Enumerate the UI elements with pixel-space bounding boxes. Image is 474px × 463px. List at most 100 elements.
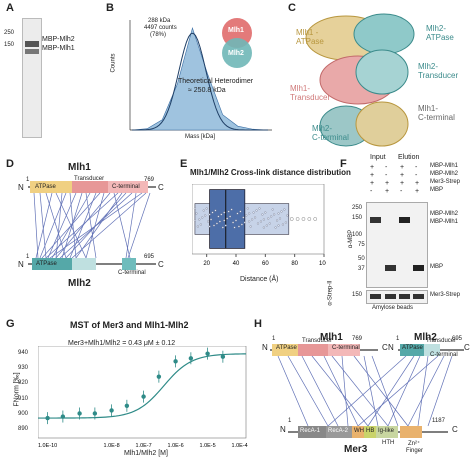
- mst-chart: 1.0E-10 1.0E-8 1.0E-7 1.0E-6 1.0E-5 1.0E-4: [38, 346, 248, 449]
- crosslink-point: [223, 211, 226, 214]
- crosslink-line: [407, 355, 445, 427]
- sign-cell: +: [370, 164, 375, 171]
- crosslink-point: [246, 207, 249, 210]
- crosslink-point: [195, 212, 198, 215]
- crosslink-line: [85, 192, 105, 259]
- e-tick-label: 100: [319, 261, 326, 267]
- d-mlh2-title: Mlh2: [68, 278, 91, 289]
- d-transducer-label: Transducer: [74, 176, 105, 182]
- g-xtick-label: 1.0E-4: [231, 443, 247, 449]
- mlh2-circle: [222, 38, 252, 68]
- crosslink-point: [208, 213, 211, 216]
- crosslink-point: [196, 225, 199, 228]
- panel-label-c: C: [288, 2, 296, 14]
- h-zn1: Zn²⁺: [408, 441, 421, 447]
- crosslink-line: [39, 192, 47, 259]
- sign-cell: +: [370, 172, 375, 179]
- crosslink-point: [229, 215, 232, 218]
- panel-label-e: E: [180, 158, 188, 170]
- crosslink-point: [262, 218, 265, 221]
- b-xlabel: Mass [kDa]: [185, 134, 216, 140]
- mst-point: [77, 411, 82, 416]
- crosslink-point: [277, 212, 280, 215]
- mw-37: 37: [358, 266, 365, 272]
- crosslink-point: [268, 222, 271, 225]
- mst-point: [60, 414, 66, 419]
- f-input: Input: [370, 154, 386, 161]
- crosslink-point: [249, 225, 252, 228]
- crosslink-point: [276, 219, 279, 222]
- h-igl: Ig-like: [378, 428, 395, 434]
- mlh2-cterminal-label: Mlh2- C-terminal: [312, 124, 349, 142]
- mst-point: [205, 351, 210, 356]
- gel-band-mlh2: [25, 41, 39, 47]
- crosslink-point: [242, 216, 245, 219]
- crosslink-line: [127, 192, 151, 259]
- crosslink-point: [277, 224, 280, 227]
- crosslink-point: [221, 226, 224, 229]
- h-end2: 695: [452, 336, 463, 342]
- outlier-point: [313, 217, 317, 221]
- mst-point: [124, 403, 130, 408]
- h-mer3-title: Mer3: [344, 444, 368, 455]
- crosslink-line: [331, 355, 389, 427]
- mass-histogram: [131, 26, 269, 131]
- g-xtick-label: 1.0E-6: [167, 443, 183, 449]
- crosslink-line: [47, 192, 77, 259]
- g-ylabel: FNorm [‰]: [13, 372, 21, 407]
- g-ytick-label: 930: [18, 365, 29, 371]
- e-tick-label: 60: [262, 261, 269, 267]
- f-elution: Elution: [398, 154, 420, 161]
- mst-fit-curve: [38, 353, 247, 419]
- h-end3: 1187: [432, 418, 445, 424]
- crosslink-point: [230, 208, 233, 211]
- sign-cell: +: [370, 180, 375, 187]
- sign-cell: -: [370, 188, 373, 195]
- d-cterm-label: C-terminal: [112, 184, 140, 190]
- panel-label-f: F: [340, 158, 347, 170]
- crosslink-map-h: [270, 344, 464, 438]
- crosslink-point: [284, 221, 287, 224]
- f-row-mlh1: MBP-Mlh1: [430, 163, 459, 169]
- h-n1: N: [262, 343, 268, 352]
- mlh2-circle-label: Mlh2: [228, 50, 244, 57]
- f-ab-mbp: α-MBP: [348, 229, 355, 249]
- mass-value: 288 kDa: [148, 18, 171, 24]
- crosslink-point: [280, 210, 283, 213]
- panel-label-b: B: [106, 2, 114, 14]
- f-band-mbp: MBP: [430, 264, 444, 270]
- mst-point: [173, 359, 178, 364]
- gel-band-mlh1: [25, 49, 39, 54]
- crosslink-point: [281, 223, 284, 226]
- crosslink-point: [214, 209, 217, 212]
- f-band-mer3: Mer3-Strep: [430, 292, 461, 298]
- g-kd: Mer3+Mlh1/Mlh2 = 0.43 μM ± 0.12: [68, 340, 176, 347]
- distance-boxplot: 20 40 60 80 100: [192, 184, 326, 267]
- crosslink-line: [125, 192, 137, 259]
- crosslink-line: [357, 355, 439, 427]
- crosslink-line: [341, 355, 349, 427]
- crosslink-point: [261, 213, 264, 216]
- panel-label-h: H: [254, 318, 262, 330]
- marker-250: 250: [4, 30, 15, 36]
- e-tick-label: 80: [291, 261, 298, 267]
- g-xtick-label: 1.0E-8: [103, 443, 119, 449]
- sign-cell: -: [400, 188, 403, 195]
- sign-cell: -: [385, 164, 388, 171]
- crosslink-line: [427, 355, 453, 427]
- d-mlh1-title: Mlh1: [68, 162, 91, 173]
- h-n3: N: [280, 425, 286, 434]
- crosslink-point: [264, 211, 267, 214]
- h-end1: 769: [352, 336, 363, 342]
- d-end1: 769: [144, 177, 155, 183]
- e-title: Mlh1/Mlh2 Cross-link distance distributi…: [190, 168, 351, 177]
- crosslink-point: [204, 214, 207, 217]
- f-band-mlh2: MBP-Mlh2: [430, 211, 459, 217]
- sign-cell: -: [415, 172, 418, 179]
- mst-point: [156, 374, 162, 379]
- crosslink-line: [277, 355, 309, 427]
- crosslink-line: [327, 355, 407, 427]
- sign-cell: +: [385, 180, 390, 187]
- crosslink-line: [41, 192, 101, 259]
- mst-point: [109, 408, 114, 413]
